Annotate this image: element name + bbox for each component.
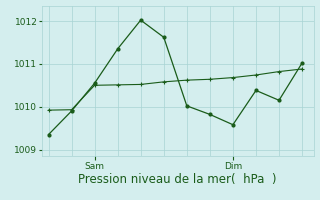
X-axis label: Pression niveau de la mer(  hPa  ): Pression niveau de la mer( hPa ): [78, 173, 277, 186]
